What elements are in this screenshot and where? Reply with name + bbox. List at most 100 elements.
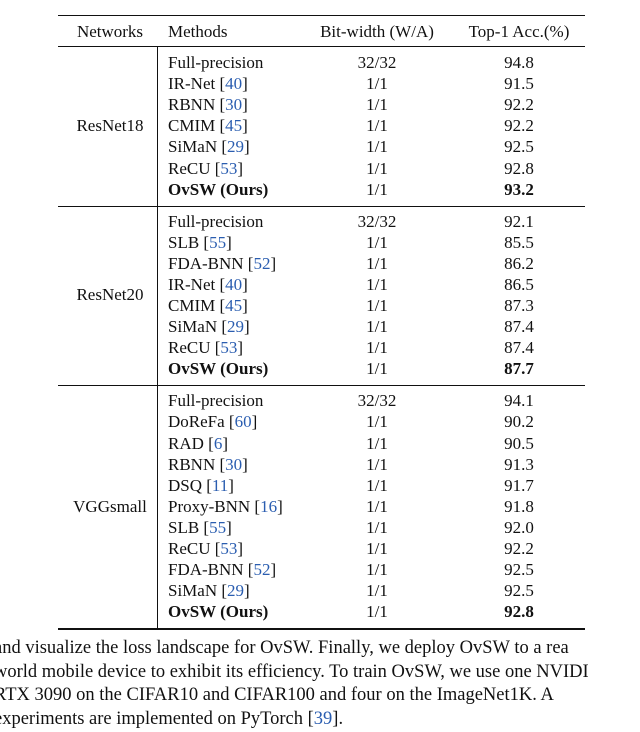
accuracy: 85.5	[504, 232, 534, 252]
bracket: ]	[242, 274, 248, 294]
accuracy: 92.2	[504, 116, 534, 136]
citation: 45	[225, 296, 243, 315]
bit-width: 1/1	[366, 317, 388, 337]
bracket: ]	[237, 338, 244, 358]
accuracy: 90.5	[504, 433, 534, 453]
accuracy: 87.4	[504, 317, 534, 337]
network-name: ResNet20	[76, 285, 144, 305]
text-line: and visualize the loss landscape for OvS…	[0, 638, 569, 658]
citation: 52	[253, 560, 271, 580]
bracket: ]	[242, 454, 248, 474]
column-header: Top-1 Acc.(%)	[468, 22, 570, 41]
bracket: ]	[244, 317, 250, 337]
bit-width: 1/1	[366, 602, 388, 622]
method-name: OvSW (Ours)	[168, 359, 269, 379]
method-cell: IR-Net [40]	[168, 74, 248, 94]
accuracy: 91.5	[504, 74, 534, 94]
method-name: IR-Net [	[168, 274, 226, 294]
text-line: RTX 3090 on the CIFAR10 and CIFAR100 and…	[0, 685, 554, 705]
column-header: Bit-width (W/A)	[320, 22, 434, 41]
bracket: ]	[242, 95, 248, 115]
method-name: SiMaN [	[168, 317, 228, 337]
citation: 29	[227, 137, 245, 157]
text: world mobile device to exhibit its effic…	[0, 661, 589, 682]
bracket: ]	[242, 116, 248, 136]
bit-width: 1/1	[366, 433, 388, 453]
method-cell: FDA-BNN [52]	[168, 560, 276, 580]
bit-width: 32/32	[357, 211, 397, 231]
method-cell: ReCU [53]	[168, 539, 243, 559]
method-cell: RBNN [30]	[168, 95, 248, 115]
bit-width: 1/1	[366, 539, 388, 558]
citation: 29	[227, 317, 245, 337]
method-name: DoReFa [	[168, 412, 235, 432]
network-name: VGGsmall	[73, 496, 147, 516]
method-cell: RAD [6]	[168, 434, 228, 454]
text: and visualize the loss landscape for OvS…	[0, 638, 569, 658]
method-name: Proxy-BNN [	[168, 496, 261, 516]
method-name: Full-precision	[168, 53, 264, 72]
rule	[58, 15, 585, 17]
method-name: SiMaN [	[168, 137, 228, 157]
citation: 39	[313, 709, 333, 730]
method-name: OvSW (Ours)	[168, 602, 269, 622]
accuracy: 92.5	[504, 560, 534, 580]
method-name: FDA-BNN [	[168, 560, 254, 580]
method-cell: OvSW (Ours)	[168, 359, 268, 379]
method-cell: Full-precision	[168, 212, 263, 232]
method-cell: CMIM [45]	[168, 116, 248, 136]
accuracy: 87.3	[504, 296, 534, 315]
citation: 53	[220, 338, 238, 358]
rule	[58, 628, 585, 630]
method-cell: OvSW (Ours)	[168, 180, 268, 200]
citation: 52	[253, 253, 271, 273]
bracket: ]	[226, 232, 232, 252]
accuracy: 86.2	[504, 253, 534, 273]
bracket: ]	[270, 560, 277, 580]
citation: 60	[234, 412, 252, 432]
method-name: FDA-BNN [	[168, 253, 254, 273]
method-cell: RBNN [30]	[168, 455, 248, 475]
bit-width: 1/1	[366, 517, 388, 537]
method-name: RBNN [	[168, 454, 226, 474]
method-cell: CMIM [45]	[168, 296, 248, 316]
method-name: RAD [	[168, 433, 214, 453]
citation: 55	[209, 517, 227, 537]
method-name: IR-Net [	[168, 74, 226, 94]
accuracy: 91.3	[504, 454, 534, 474]
bit-width: 32/32	[357, 53, 397, 72]
citation: 40	[225, 274, 243, 294]
method-name: CMIM [	[168, 296, 226, 315]
citation: 30	[225, 454, 243, 474]
method-cell: SiMaN [29]	[168, 317, 250, 337]
text: ].	[332, 709, 344, 730]
bracket: ]	[237, 158, 244, 178]
method-cell: SLB [55]	[168, 233, 232, 253]
bit-width: 1/1	[366, 95, 388, 115]
method-cell: SiMaN [29]	[168, 137, 250, 157]
method-cell: Full-precision	[168, 391, 263, 411]
method-cell: ReCU [53]	[168, 338, 243, 358]
bit-width: 1/1	[366, 454, 388, 474]
text-line: world mobile device to exhibit its effic…	[0, 662, 589, 682]
accuracy: 92.8	[504, 158, 534, 178]
bit-width: 1/1	[366, 74, 388, 94]
method-cell: Full-precision	[168, 53, 263, 73]
network-name: ResNet18	[76, 116, 144, 136]
bracket: ]	[226, 517, 232, 537]
bit-width: 1/1	[366, 359, 388, 379]
method-cell: Proxy-BNN [16]	[168, 497, 283, 517]
rule	[58, 46, 585, 47]
bracket: ]	[228, 475, 234, 495]
citation: 29	[227, 581, 245, 601]
method-cell: SLB [55]	[168, 518, 232, 538]
bracket: ]	[242, 74, 248, 94]
citation: 53	[220, 539, 238, 558]
bracket: ]	[237, 539, 244, 558]
method-name: ReCU [	[168, 158, 221, 178]
citation: 55	[209, 232, 227, 252]
column-divider	[157, 46, 158, 629]
accuracy: 92.2	[504, 95, 534, 115]
bit-width: 1/1	[366, 560, 388, 580]
